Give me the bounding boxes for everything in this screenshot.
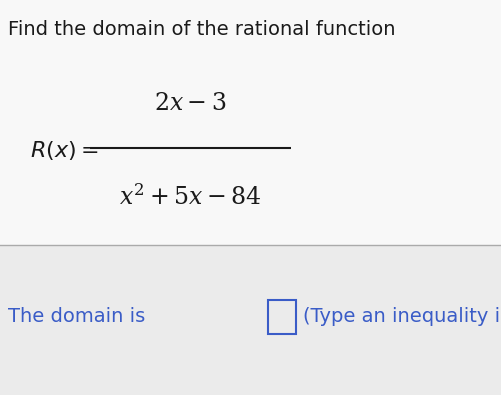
Bar bbox=[0, 245, 501, 395]
Text: (Type an inequality ir: (Type an inequality ir bbox=[303, 307, 501, 325]
Text: $R(x) =$: $R(x) =$ bbox=[30, 139, 99, 162]
Text: Find the domain of the rational function: Find the domain of the rational function bbox=[8, 20, 395, 39]
Text: The domain is: The domain is bbox=[8, 307, 145, 325]
FancyBboxPatch shape bbox=[268, 300, 296, 334]
Bar bbox=[0, 0, 501, 245]
Text: $x^2+5x-84$: $x^2+5x-84$ bbox=[119, 184, 262, 211]
Text: $2x-3$: $2x-3$ bbox=[154, 91, 226, 115]
